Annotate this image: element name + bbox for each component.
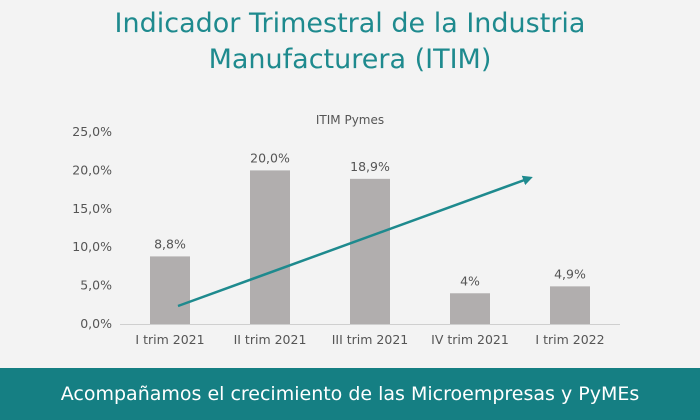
x-tick-label: I trim 2021: [135, 332, 204, 347]
y-axis: 0,0% 5,0% 10,0% 15,0% 20,0% 25,0%: [72, 124, 112, 331]
y-tick-label: 5,0%: [80, 278, 112, 293]
x-tick-label: IV trim 2021: [431, 332, 509, 347]
data-label: 8,8%: [154, 236, 186, 251]
x-tick-label: II trim 2021: [234, 332, 307, 347]
bar: [550, 286, 590, 324]
data-label: 20,0%: [250, 150, 290, 165]
data-label: 4,9%: [554, 266, 586, 281]
footer-text: Acompañamos el crecimiento de las Microe…: [60, 383, 640, 405]
x-tick-label: I trim 2022: [535, 332, 604, 347]
chart-title: ITIM Pymes: [316, 113, 384, 127]
y-tick-label: 10,0%: [72, 239, 112, 254]
y-tick-label: 15,0%: [72, 201, 112, 216]
title-line-2: Manufacturera (ITIM): [208, 44, 492, 75]
y-tick-label: 25,0%: [72, 124, 112, 139]
y-tick-label: 20,0%: [72, 162, 112, 177]
bar: [450, 293, 490, 324]
bars: 8,8% 20,0% 18,9% 4% 4,9%: [150, 150, 590, 324]
y-tick-label: 0,0%: [80, 316, 112, 331]
bar: [150, 256, 190, 324]
x-tick-label: III trim 2021: [332, 332, 409, 347]
footer-banner: Acompañamos el crecimiento de las Microe…: [0, 368, 700, 420]
data-label: 18,9%: [350, 159, 390, 174]
bar-chart: ITIM Pymes 0,0%5,0%10,0%15,0%20,0%25,0% …: [72, 113, 620, 347]
trend-arrow: [177, 175, 533, 308]
data-label: 4%: [460, 273, 480, 288]
bar: [250, 170, 290, 324]
bar: [350, 178, 390, 324]
title-line-1: Indicador Trimestral de la Industria: [114, 8, 586, 39]
x-axis: I trim 2021 II trim 2021 III trim 2021 IV t…: [135, 332, 604, 347]
